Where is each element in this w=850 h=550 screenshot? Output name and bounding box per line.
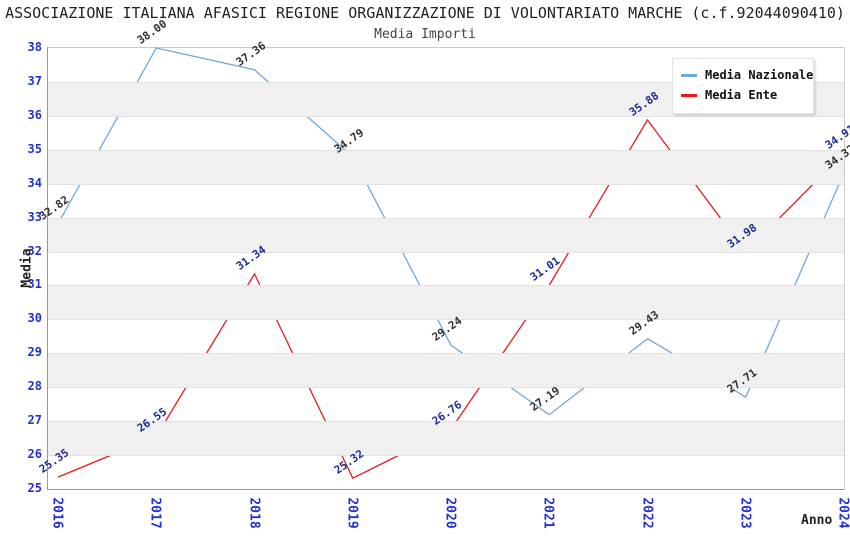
y-tick-label: 32 xyxy=(27,243,42,258)
gridline xyxy=(48,285,844,287)
plot-band xyxy=(48,455,844,489)
gridline xyxy=(48,217,844,219)
y-tick-label: 28 xyxy=(27,379,42,394)
y-tick-label: 25 xyxy=(27,481,42,495)
y-tick-label: 31 xyxy=(27,277,42,292)
plot-band xyxy=(48,149,844,184)
y-tick-label: 27 xyxy=(27,413,42,428)
plot-area: 32.82 38.00 37.36 34.79 29.24 27.19 29.43 27.71… xyxy=(37,17,850,490)
y-tick-label: 26 xyxy=(27,447,42,462)
x-tick-label: 2024 xyxy=(835,497,850,529)
plot-band xyxy=(48,285,844,320)
gridline xyxy=(48,149,844,151)
x-tick-label: 2022 xyxy=(639,497,654,529)
gridline xyxy=(48,251,844,253)
x-tick-label: 2016 xyxy=(49,497,65,529)
gridline xyxy=(48,421,844,423)
plot-band xyxy=(48,217,844,252)
legend-swatch-icon xyxy=(681,93,697,97)
y-axis-title: Media xyxy=(19,248,35,288)
legend-item: Media Ente xyxy=(681,85,805,105)
gridline xyxy=(48,319,844,321)
gridline xyxy=(48,115,844,117)
x-tick-label: 2020 xyxy=(442,497,458,529)
gridline xyxy=(48,183,844,185)
y-tick-label: 29 xyxy=(27,345,42,360)
x-tick-label: 2019 xyxy=(344,497,360,529)
x-tick-label: 2018 xyxy=(246,497,261,529)
x-tick-label: 2017 xyxy=(147,497,163,529)
chart-subtitle: Media Importi xyxy=(374,27,476,42)
legend-item: Media Nazionale xyxy=(681,65,813,85)
gridline xyxy=(48,387,844,389)
plot-band xyxy=(48,421,844,456)
gridline xyxy=(48,81,844,83)
plot-band xyxy=(48,353,844,388)
y-tick-label: 37 xyxy=(27,73,42,88)
gridline xyxy=(48,455,844,457)
x-tick-label: 2021 xyxy=(540,497,556,529)
plot-band xyxy=(48,184,844,218)
chart-title: ASSOCIAZIONE ITALIANA AFASICI REGIONE OR… xyxy=(5,4,845,22)
legend: Media Nazionale Media Ente xyxy=(672,58,814,114)
gridline xyxy=(48,353,844,355)
legend-label: Media Ente xyxy=(705,88,778,102)
y-tick-label: 30 xyxy=(27,311,42,326)
legend-label: Media Nazionale xyxy=(705,68,814,82)
plot-band xyxy=(48,116,844,150)
plot-band xyxy=(48,252,844,286)
x-tick-label: 2023 xyxy=(737,497,753,529)
y-tick-label: 38 xyxy=(27,40,42,54)
legend-swatch-icon xyxy=(681,73,697,77)
x-axis-title: Anno xyxy=(801,513,833,528)
y-tick-label: 35 xyxy=(27,141,42,156)
y-tick-label: 34 xyxy=(27,175,42,190)
y-tick-label: 33 xyxy=(27,209,42,224)
y-tick-label: 36 xyxy=(27,107,42,122)
